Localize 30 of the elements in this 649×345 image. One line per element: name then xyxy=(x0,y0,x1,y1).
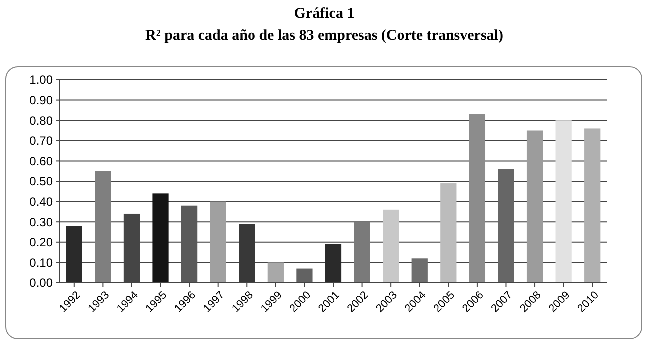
bar xyxy=(556,120,572,283)
bar xyxy=(526,130,544,283)
y-tick-label: 0.00 xyxy=(30,276,54,290)
bar xyxy=(66,226,82,283)
bar xyxy=(354,222,370,283)
y-tick-label: 0.70 xyxy=(30,134,54,148)
y-tick-label: 0.90 xyxy=(30,94,54,108)
bar xyxy=(181,206,198,283)
y-tick-label: 0.60 xyxy=(30,154,54,168)
bar xyxy=(210,202,226,283)
bar xyxy=(152,194,169,283)
y-tick-label: 1.00 xyxy=(30,73,54,88)
y-tick-label: 0.30 xyxy=(30,215,54,230)
y-tick-label: 0.20 xyxy=(30,236,54,250)
bar xyxy=(95,171,112,283)
bar xyxy=(412,258,428,283)
bar xyxy=(498,169,514,283)
bar xyxy=(296,268,313,283)
bar xyxy=(325,244,342,283)
y-tick-label: 0.10 xyxy=(30,256,54,270)
chart-title: Gráfica 1 xyxy=(294,6,355,22)
bar xyxy=(268,262,284,283)
y-tick-label: 0.80 xyxy=(30,114,54,128)
chart-subtitle: R² para cada año de las 83 empresas (Corte transversal) xyxy=(146,28,504,44)
y-tick-label: 0.50 xyxy=(30,174,54,189)
bar xyxy=(440,184,457,283)
y-tick-label: 0.40 xyxy=(30,195,54,209)
bar xyxy=(469,114,486,283)
bar xyxy=(383,210,400,283)
bar xyxy=(584,128,601,283)
